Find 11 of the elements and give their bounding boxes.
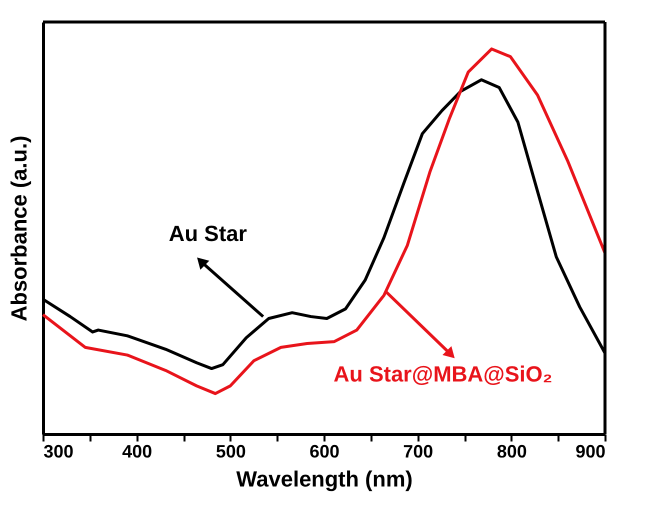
annotation: Au Star@MBA@SiO₂ bbox=[333, 361, 552, 386]
x-tick-label: 900 bbox=[575, 442, 606, 462]
x-tick-label: 400 bbox=[122, 442, 152, 462]
x-tick-label: 300 bbox=[44, 442, 74, 462]
x-tick-label: 500 bbox=[216, 442, 246, 462]
annotation: Au Star bbox=[168, 220, 248, 246]
y-axis-title: Absorbance (a.u.) bbox=[6, 136, 32, 322]
x-axis-title: Wavelength (nm) bbox=[236, 466, 413, 492]
x-tick-label: 600 bbox=[309, 442, 340, 462]
x-tick-label: 800 bbox=[496, 442, 527, 462]
x-tick-label: 700 bbox=[403, 442, 434, 462]
